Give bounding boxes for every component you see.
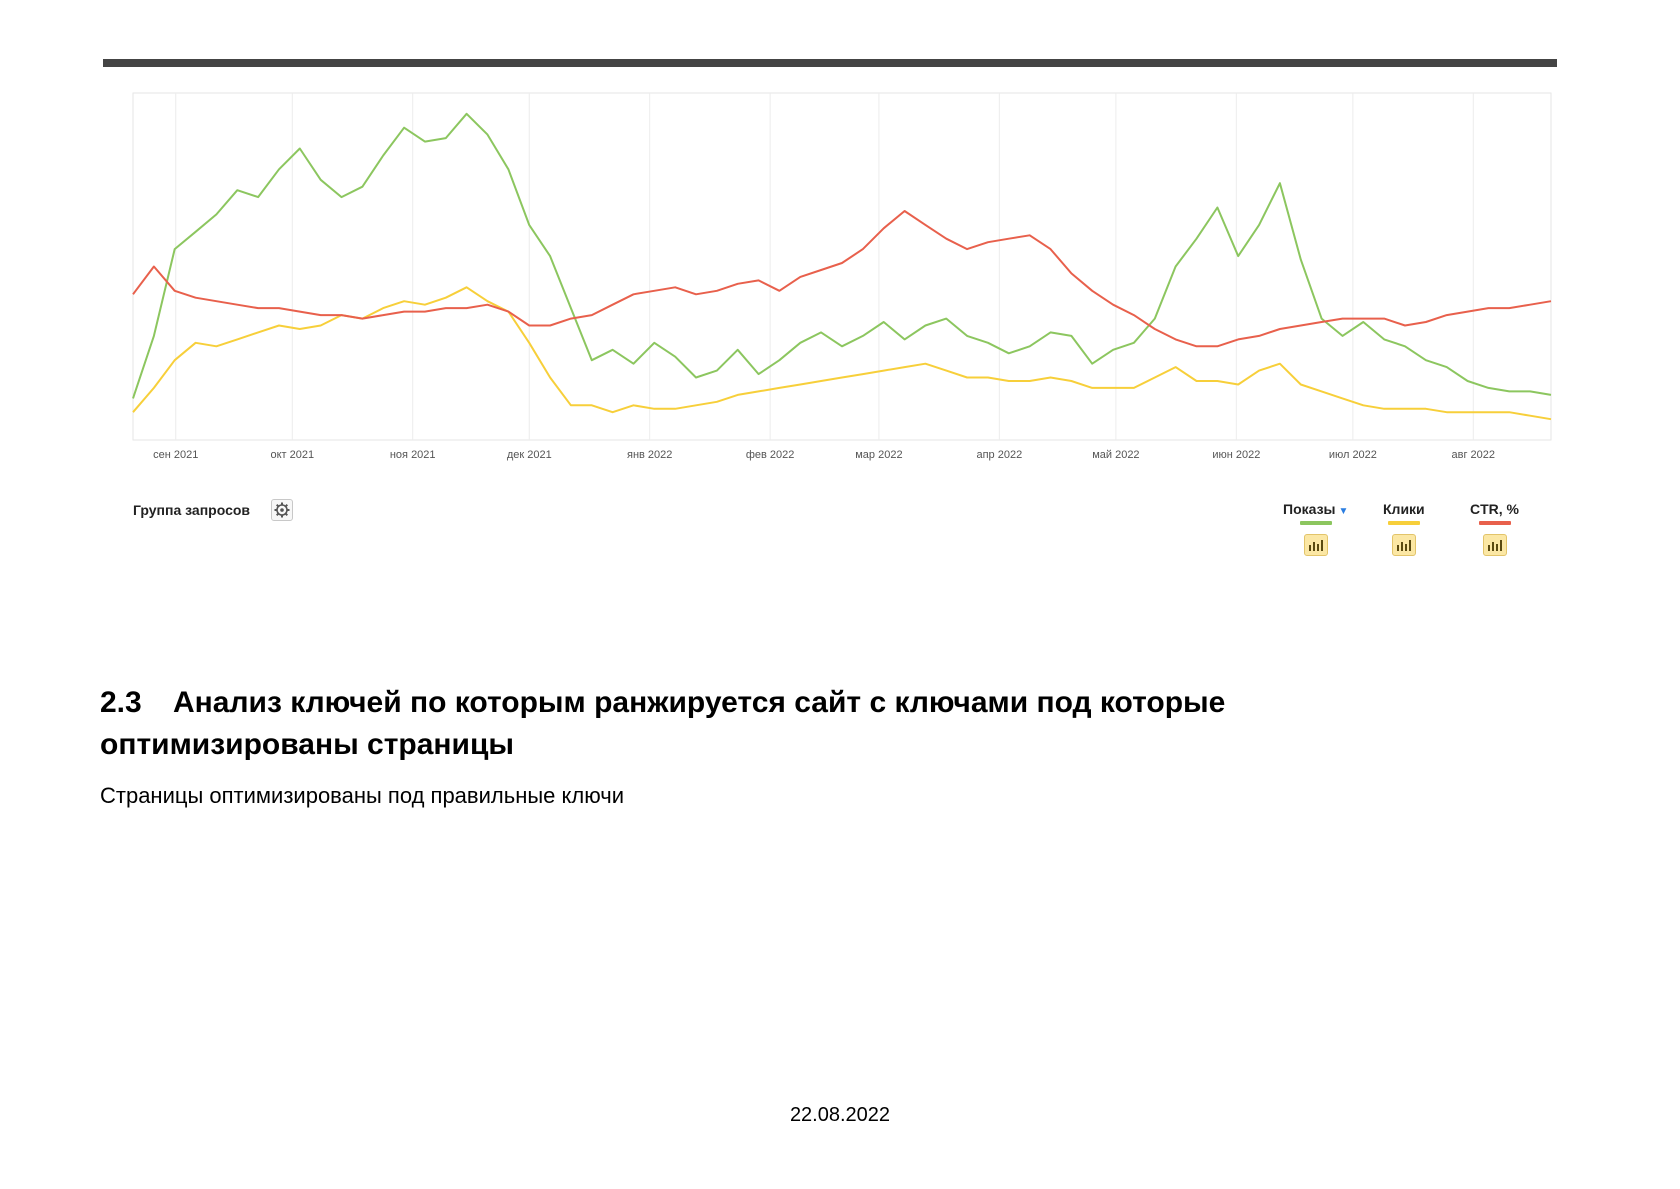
section-text: Страницы оптимизированы под правильные к… — [100, 783, 624, 808]
caret-down-icon: ▼ — [1338, 506, 1349, 517]
bar-chart-icon[interactable] — [1303, 534, 1328, 556]
x-tick-label: апр 2022 — [976, 449, 1022, 461]
metric-clicks-swatch — [1387, 521, 1420, 525]
section-heading: 2.3 Анализ ключей по которым ранжируется … — [100, 682, 1400, 766]
metric-impressions-swatch — [1299, 521, 1332, 525]
x-tick-label: окт 2021 — [270, 449, 314, 461]
metric-ctr[interactable]: CTR, % — [1470, 501, 1519, 556]
metric-clicks-label: Клики — [1383, 501, 1425, 517]
trend-chart: сен 2021 окт 2021 ноя 2021 дек 2021 янв 2022… — [132, 92, 1552, 461]
plot-frame — [132, 92, 1552, 441]
series-line-clicks — [132, 286, 1552, 421]
bar-chart-icon[interactable] — [1482, 534, 1507, 556]
top-rule — [103, 59, 1557, 67]
query-group-label: Группа запросов — [133, 502, 251, 518]
chart-container: сен 2021 окт 2021 ноя 2021 дек 2021 янв 2022… — [100, 85, 1560, 485]
footer-date: 22.08.2022 — [789, 1104, 891, 1126]
metric-clicks[interactable]: Клики — [1383, 501, 1425, 556]
series-line-impressions — [132, 112, 1552, 399]
metric-ctr-swatch — [1478, 521, 1511, 525]
bar-chart-icon[interactable] — [1391, 534, 1416, 556]
section-title: Анализ ключей по которым ранжируется сай… — [100, 686, 1226, 761]
x-tick-label: июл 2022 — [1329, 449, 1377, 461]
x-tick-label: фев 2022 — [746, 449, 795, 461]
chart-legend: Группа запросов Показы ▼ Клики CTR, % — [100, 495, 1560, 565]
x-tick-label: мар 2022 — [855, 449, 902, 461]
x-tick-label: янв 2022 — [627, 449, 672, 461]
x-tick-label: дек 2021 — [507, 449, 552, 461]
x-tick-label: ноя 2021 — [390, 449, 436, 461]
series-line-ctr — [132, 210, 1552, 348]
metric-impressions[interactable]: Показы ▼ — [1283, 501, 1348, 556]
section-number: 2.3 — [100, 686, 142, 719]
x-tick-label: сен 2021 — [153, 449, 198, 461]
x-tick-label: май 2022 — [1092, 449, 1139, 461]
x-tick-label: июн 2022 — [1212, 449, 1260, 461]
gear-icon[interactable] — [271, 499, 293, 521]
metric-impressions-label: Показы — [1283, 501, 1336, 517]
metric-ctr-label: CTR, % — [1470, 501, 1519, 517]
x-tick-label: авг 2022 — [1452, 449, 1496, 461]
